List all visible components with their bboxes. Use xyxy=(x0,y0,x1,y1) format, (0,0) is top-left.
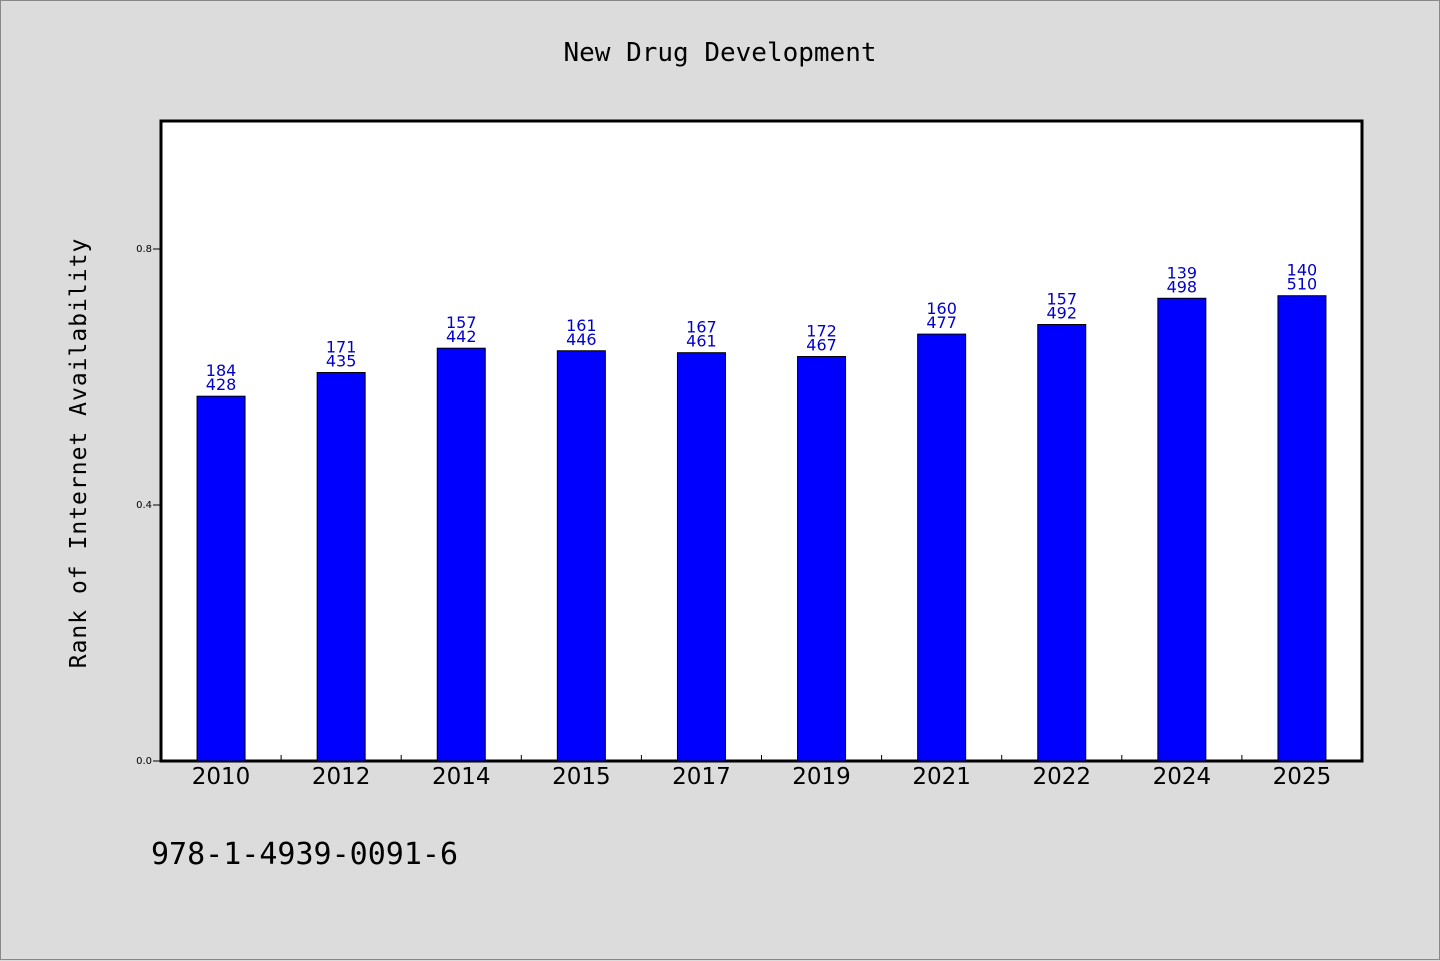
y-tick-label-0.8: 0.8 xyxy=(136,244,152,255)
bars-layer xyxy=(196,295,1327,762)
bar-label-top-2017: 167 xyxy=(686,318,717,337)
bar-2024 xyxy=(1157,297,1207,762)
bar-2022 xyxy=(1037,324,1087,762)
bar-label-bottom-2012: 435 xyxy=(326,352,357,371)
bar-label-bottom-2021: 477 xyxy=(926,313,957,332)
y-axis-label: Rank of Internet Availability xyxy=(66,238,92,669)
x-tick-label-2015: 2015 xyxy=(552,764,611,790)
bar-label-top-2025: 140 xyxy=(1287,261,1318,280)
bar-label-top-2012: 171 xyxy=(326,338,357,357)
bar-label-top-2010: 184 xyxy=(206,361,237,380)
chart-title: New Drug Development xyxy=(563,38,876,68)
bar-label-bottom-2014: 442 xyxy=(446,327,477,346)
x-tick-label-2024: 2024 xyxy=(1153,764,1212,790)
bar-label-top-2014: 157 xyxy=(446,313,477,332)
bar-label-bottom-2010: 428 xyxy=(206,375,237,394)
bar-label-top-2019: 172 xyxy=(806,322,837,341)
bar-2025 xyxy=(1277,295,1327,762)
x-tick-label-2022: 2022 xyxy=(1032,764,1091,790)
bar-label-bottom-2015: 446 xyxy=(566,330,597,349)
bar-label-top-2024: 139 xyxy=(1167,263,1198,282)
y-ticks-layer: 0.0 0.4 0.8 xyxy=(136,244,161,767)
bar-label-top-2021: 160 xyxy=(926,299,957,318)
y-tick-label-0.0: 0.0 xyxy=(136,756,152,767)
x-tick-label-2010: 2010 xyxy=(192,764,251,790)
bar-label-bottom-2017: 461 xyxy=(686,332,717,351)
bar-2017 xyxy=(676,352,726,762)
isbn-footer: 978-1-4939-0091-6 xyxy=(151,837,458,872)
x-tick-label-2017: 2017 xyxy=(672,764,731,790)
x-ticks-layer: 2010 2012 2014 2015 2017 2019 2021 2022 2024 2025 xyxy=(192,755,1331,790)
bar-2012 xyxy=(316,372,366,762)
bar-2010 xyxy=(196,395,246,762)
bar-2014 xyxy=(436,347,486,762)
bar-label-bottom-2022: 492 xyxy=(1046,304,1077,323)
x-tick-label-2021: 2021 xyxy=(912,764,971,790)
bar-2019 xyxy=(797,356,847,762)
data-labels-layer: 1844281714351574421614461674611724671604… xyxy=(206,261,1317,394)
x-tick-label-2014: 2014 xyxy=(432,764,491,790)
bar-label-bottom-2024: 498 xyxy=(1167,277,1198,296)
bar-2021 xyxy=(917,333,967,762)
bar-label-top-2015: 161 xyxy=(566,316,597,335)
bar-label-bottom-2019: 467 xyxy=(806,336,837,355)
bar-2015 xyxy=(556,350,606,762)
y-tick-label-0.4: 0.4 xyxy=(136,500,152,511)
x-tick-label-2025: 2025 xyxy=(1273,764,1332,790)
x-tick-label-2019: 2019 xyxy=(792,764,851,790)
bar-label-bottom-2025: 510 xyxy=(1287,275,1318,294)
bar-label-top-2022: 157 xyxy=(1046,290,1077,309)
x-tick-label-2012: 2012 xyxy=(312,764,371,790)
